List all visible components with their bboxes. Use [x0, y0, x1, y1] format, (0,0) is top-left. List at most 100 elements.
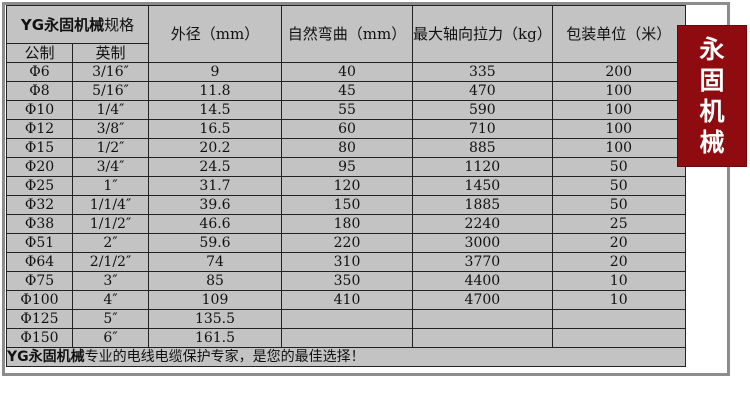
table-cell: 16.5 — [148, 119, 282, 139]
table-cell: Φ8 — [6, 81, 73, 101]
brand-badge: 永固机械 — [677, 25, 747, 167]
table-row: Φ6 3/16″ 9 40 335 200 — [6, 62, 686, 82]
table-cell: 3/4″ — [72, 157, 149, 177]
table-cell: Φ75 — [6, 271, 73, 291]
table-cell: 50 — [551, 176, 686, 196]
table-cell: Φ15 — [6, 138, 73, 158]
badge-char: 械 — [699, 128, 725, 157]
table-row: Φ10 1/4″ 14.5 55 590 100 — [6, 100, 686, 120]
table-cell: 200 — [551, 62, 686, 82]
table-cell: Φ25 — [6, 176, 73, 196]
table-cell: 3000 — [412, 233, 553, 253]
table-cell: 410 — [281, 290, 413, 310]
table-cell: 1″ — [72, 176, 149, 196]
table-row: Φ150 6″ 161.5 — [6, 328, 686, 348]
table-cell: 4700 — [412, 290, 553, 310]
table-row: Φ125 5″ 135.5 — [6, 309, 686, 329]
table-title: YG永固机械规格 — [6, 5, 149, 44]
table-cell: 109 — [148, 290, 282, 310]
table-cell: 5″ — [72, 309, 149, 329]
table-cell: Φ125 — [6, 309, 73, 329]
table-cell: 80 — [281, 138, 413, 158]
header-metric: 公制 — [6, 43, 73, 63]
table-cell: 310 — [281, 252, 413, 272]
table-cell — [281, 328, 413, 348]
table-cell: 40 — [281, 62, 413, 82]
table-cell: 1/4″ — [72, 100, 149, 120]
header-imperial: 英制 — [72, 43, 149, 63]
table-cell: 25 — [551, 214, 686, 234]
table-cell — [551, 328, 686, 348]
table-cell: 45 — [281, 81, 413, 101]
table-row: Φ25 1″ 31.7 120 1450 50 — [6, 176, 686, 196]
table-cell: 4400 — [412, 271, 553, 291]
table-cell: 50 — [551, 195, 686, 215]
table-cell: 3770 — [412, 252, 553, 272]
table-cell: 85 — [148, 271, 282, 291]
table-cell: 1450 — [412, 176, 553, 196]
table-cell: 4″ — [72, 290, 149, 310]
table-cell: 11.8 — [148, 81, 282, 101]
table-cell: 1/2″ — [72, 138, 149, 158]
header-tension: 最大轴向拉力（kg） — [412, 5, 553, 63]
spec-table: YG永固机械规格 外径（mm） 自然弯曲（mm） 最大轴向拉力（kg） 包装单位… — [6, 5, 686, 367]
table-cell: 2240 — [412, 214, 553, 234]
header-bend: 自然弯曲（mm） — [281, 5, 413, 63]
header-package: 包装单位（米） — [551, 5, 686, 63]
table-cell: 24.5 — [148, 157, 282, 177]
table-cell: 100 — [551, 138, 686, 158]
table-cell: 3″ — [72, 271, 149, 291]
table-row: Φ12 3/8″ 16.5 60 710 100 — [6, 119, 686, 139]
table-cell: 1885 — [412, 195, 553, 215]
table-row: Φ64 2/1/2″ 74 310 3770 20 — [6, 252, 686, 272]
table-row: Φ38 1/1/2″ 46.6 180 2240 25 — [6, 214, 686, 234]
table-cell: Φ150 — [6, 328, 73, 348]
table-cell: 2″ — [72, 233, 149, 253]
table-cell: 161.5 — [148, 328, 282, 348]
badge-char: 固 — [699, 66, 725, 95]
table-cell: Φ12 — [6, 119, 73, 139]
table-cell: Φ100 — [6, 290, 73, 310]
table-cell: Φ51 — [6, 233, 73, 253]
table-cell: Φ38 — [6, 214, 73, 234]
badge-char: 机 — [699, 97, 725, 126]
header-outer-diameter: 外径（mm） — [148, 5, 282, 63]
table-row: Φ8 5/16″ 11.8 45 470 100 — [6, 81, 686, 101]
table-cell: 885 — [412, 138, 553, 158]
table-cell: 3/8″ — [72, 119, 149, 139]
table-cell: 2/1/2″ — [72, 252, 149, 272]
table-cell: 60 — [281, 119, 413, 139]
table-cell: 46.6 — [148, 214, 282, 234]
table-cell: 10 — [551, 290, 686, 310]
table-cell: 39.6 — [148, 195, 282, 215]
table-cell: Φ64 — [6, 252, 73, 272]
table-cell: 20 — [551, 252, 686, 272]
table-cell: 180 — [281, 214, 413, 234]
table-cell: 350 — [281, 271, 413, 291]
table-row: Φ51 2″ 59.6 220 3000 20 — [6, 233, 686, 253]
table-row: Φ75 3″ 85 350 4400 10 — [6, 271, 686, 291]
table-cell: 10 — [551, 271, 686, 291]
table-cell: 50 — [551, 157, 686, 177]
table-cell: Φ10 — [6, 100, 73, 120]
table-cell: 120 — [281, 176, 413, 196]
table-cell — [551, 309, 686, 329]
table-cell — [412, 328, 553, 348]
table-cell — [281, 309, 413, 329]
table-cell: Φ6 — [6, 62, 73, 82]
table-cell: 1/1/4″ — [72, 195, 149, 215]
table-row: Φ15 1/2″ 20.2 80 885 100 — [6, 138, 686, 158]
table-cell: Φ32 — [6, 195, 73, 215]
table-cell: 1120 — [412, 157, 553, 177]
table-cell: 95 — [281, 157, 413, 177]
table-cell: Φ20 — [6, 157, 73, 177]
table-cell: 14.5 — [148, 100, 282, 120]
table-cell: 31.7 — [148, 176, 282, 196]
table-row: Φ100 4″ 109 410 4700 10 — [6, 290, 686, 310]
table-cell: 100 — [551, 100, 686, 120]
footer-slogan: YG永固机械专业的电线电缆保护专家，是您的最佳选择！ — [6, 347, 686, 367]
table-cell: 590 — [412, 100, 553, 120]
table-cell: 6″ — [72, 328, 149, 348]
table-row: Φ32 1/1/4″ 39.6 150 1885 50 — [6, 195, 686, 215]
table-cell: 470 — [412, 81, 553, 101]
